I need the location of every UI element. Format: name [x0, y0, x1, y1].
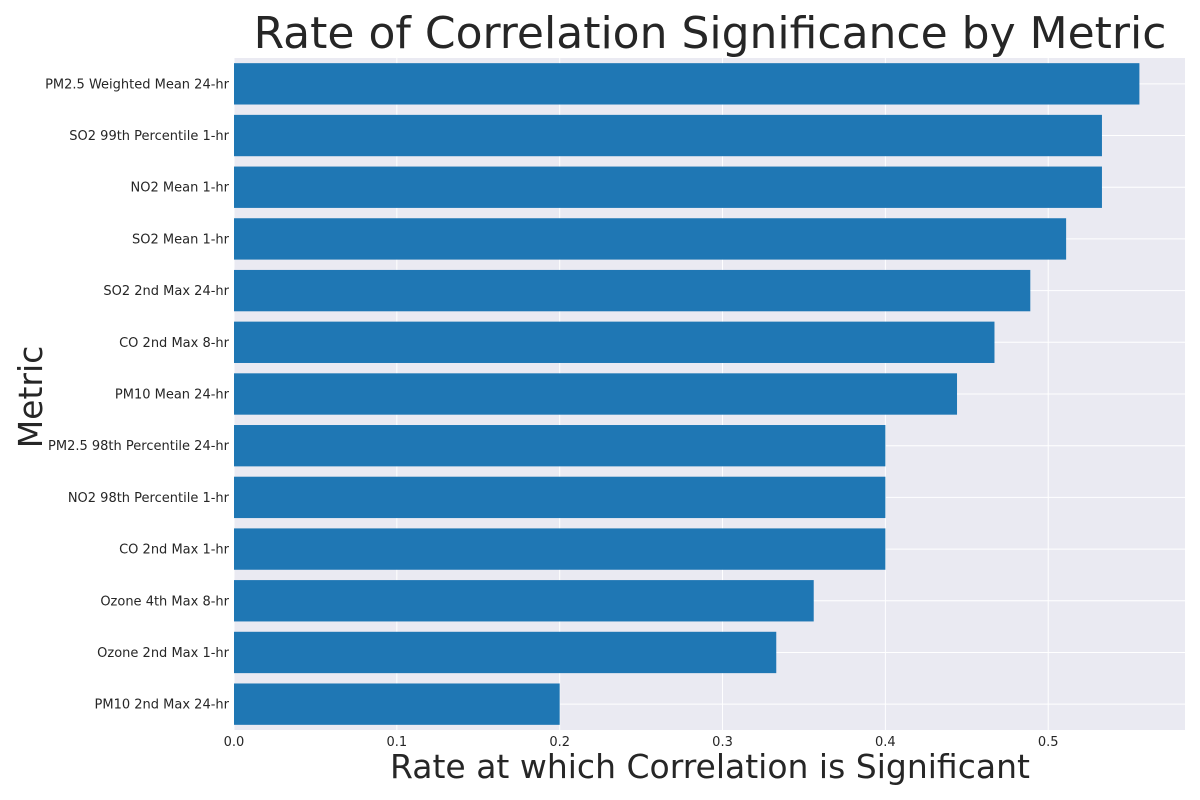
x-tick-label: 0.1 — [386, 735, 407, 750]
chart-title: Rate of Correlation Significance by Metr… — [254, 8, 1167, 59]
y-tick-label: SO2 2nd Max 24-hr — [103, 284, 229, 299]
y-tick-label: NO2 Mean 1-hr — [131, 181, 230, 196]
bar — [234, 321, 995, 363]
y-tick-label: SO2 Mean 1-hr — [132, 232, 230, 247]
y-tick-label: CO 2nd Max 1-hr — [119, 543, 230, 558]
bar — [234, 683, 560, 725]
y-tick-label: CO 2nd Max 8-hr — [119, 336, 230, 351]
bar — [234, 528, 886, 570]
bar — [234, 580, 814, 622]
y-tick-label: PM2.5 Weighted Mean 24-hr — [45, 77, 230, 92]
x-tick-label: 0.5 — [1038, 735, 1059, 750]
y-tick-label: PM10 2nd Max 24-hr — [95, 698, 230, 713]
x-tick-label: 0.2 — [549, 735, 570, 750]
category-labels: PM2.5 Weighted Mean 24-hr SO2 99th Percen… — [45, 77, 230, 712]
x-tick-label: 0.0 — [224, 735, 245, 750]
bar — [234, 218, 1067, 260]
x-tick-label: 0.4 — [875, 735, 896, 750]
bar — [234, 631, 777, 674]
x-tick-labels: 0.0 0.1 0.2 0.3 0.4 0.5 — [224, 735, 1059, 750]
bar — [234, 425, 886, 467]
y-tick-label: PM2.5 98th Percentile 24-hr — [48, 439, 230, 454]
y-tick-label: Ozone 4th Max 8-hr — [100, 594, 229, 609]
y-tick-label: SO2 99th Percentile 1-hr — [69, 129, 229, 144]
y-tick-label: Ozone 2nd Max 1-hr — [97, 646, 229, 661]
x-axis-label: Rate at which Correlation is Significant — [390, 747, 1030, 786]
bar — [234, 373, 958, 415]
y-tick-label: NO2 98th Percentile 1-hr — [68, 491, 230, 506]
bar — [234, 63, 1140, 105]
bar — [234, 114, 1102, 157]
bar — [234, 269, 1031, 312]
bar — [234, 166, 1102, 208]
x-tick-label: 0.3 — [712, 735, 733, 750]
y-tick-label: PM10 Mean 24-hr — [115, 388, 230, 403]
bars — [234, 63, 1140, 725]
bar — [234, 476, 886, 519]
y-axis-label: Metric — [11, 346, 50, 449]
